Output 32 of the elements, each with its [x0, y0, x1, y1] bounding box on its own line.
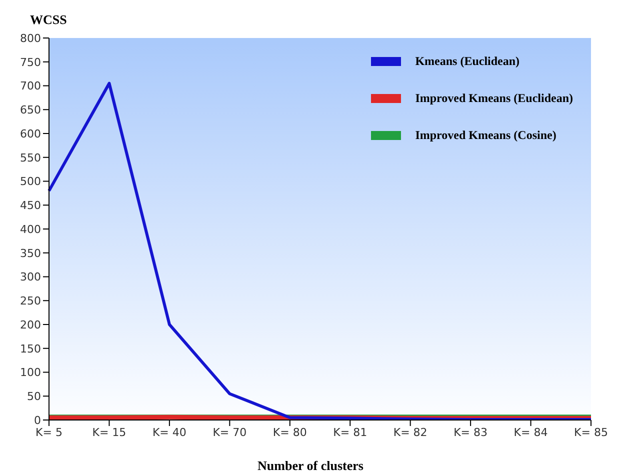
- y-tick-label: 750: [20, 56, 41, 69]
- y-tick-label: 450: [20, 199, 41, 212]
- y-axis-title: WCSS: [30, 12, 67, 28]
- legend-label: Kmeans (Euclidean): [415, 54, 520, 69]
- y-tick-label: 300: [20, 270, 41, 284]
- y-tick-label: 700: [20, 80, 41, 93]
- x-tick-label: K= 70: [212, 426, 247, 439]
- x-tick-label: K= 84: [514, 426, 548, 439]
- x-axis-title: Number of clusters: [256, 458, 364, 474]
- legend-label: Improved Kmeans (Euclidean): [415, 91, 573, 106]
- x-tick-label: K= 81: [333, 426, 368, 439]
- y-tick-label: 250: [20, 294, 41, 308]
- x-tick-label: K= 80: [272, 426, 307, 439]
- y-tick-label: 100: [20, 366, 41, 380]
- x-tick-label: K= 85: [574, 426, 608, 439]
- y-tick-label: 400: [20, 222, 41, 236]
- y-tick-label: 0: [34, 414, 41, 427]
- y-tick-label: 600: [20, 127, 41, 140]
- y-tick-label: 500: [20, 175, 41, 188]
- legend-label: Improved Kmeans (Cosine): [415, 128, 556, 143]
- y-tick-label: 200: [20, 318, 41, 332]
- y-tick-label: 50: [27, 390, 41, 404]
- y-tick-label: 350: [20, 246, 41, 260]
- x-tick-label: K= 5: [36, 426, 62, 439]
- x-tick-label: K= 40: [152, 426, 186, 439]
- x-tick-label: K= 83: [454, 426, 488, 439]
- x-tick-label: K= 82: [393, 426, 428, 439]
- y-tick-label: 650: [20, 104, 41, 117]
- y-tick-label: 150: [20, 342, 41, 356]
- y-tick-label: 550: [20, 151, 41, 164]
- x-tick-label: K= 15: [92, 426, 126, 439]
- y-tick-label: 800: [20, 32, 41, 45]
